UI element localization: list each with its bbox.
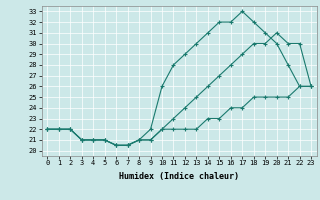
X-axis label: Humidex (Indice chaleur): Humidex (Indice chaleur) bbox=[119, 172, 239, 181]
